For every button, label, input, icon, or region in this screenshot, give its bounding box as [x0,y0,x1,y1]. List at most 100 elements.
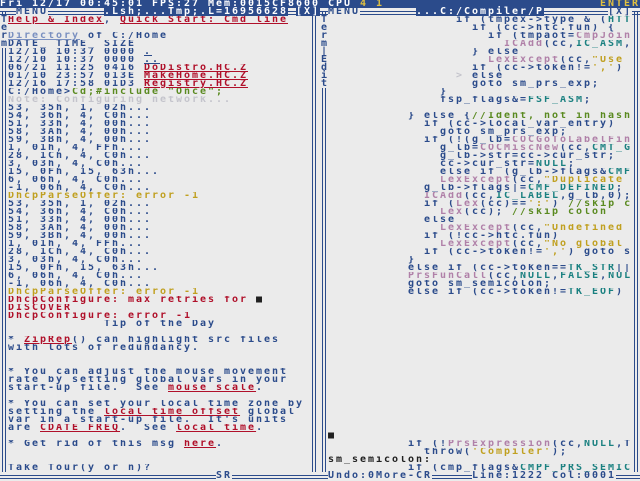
code-line: goto sm_prs_exp; [328,80,600,88]
text-segment: } [328,256,417,264]
text-segment: (cc); [464,208,513,216]
text-segment: else if (g_lb->flags& [328,168,609,176]
text-segment [328,240,440,248]
text-segment: 3, 03h, 4, C0h... [8,256,145,264]
terminal-output[interactable]: Help & Index, Quick Start: Cmd line Direc… [8,16,312,472]
link[interactable]: local_time_offset [104,408,241,416]
text-segment: 1, 01h, 4, FFh... [8,144,145,152]
code-line: if (cmp_flags&CMPF_PRS_SEMIC [328,464,632,472]
link[interactable]: Quick Start: Cmd line [120,16,289,24]
text-segment: (cc, [552,440,585,448]
code-line: LexExcept(cc,"Use [328,56,624,64]
code-line: else [328,216,456,224]
code-editor[interactable]: if (tmpex->type & (HTT if (cc->htc.fun) … [328,16,632,472]
code-line: g_lb->flags|=CMF_DEFINED; [328,184,624,192]
text-segment: Tip of the Day [8,320,217,328]
text-segment: Cd;#include "Once"; [72,88,225,96]
output-line: 51, 33h, 4, 00h... [8,216,152,224]
text-segment: , [104,16,121,24]
output-line: 01/10 23:57 013E MakeHome.HC.Z [8,72,248,80]
text-segment: 12/10 10:37 0000 [8,56,145,64]
side-label[interactable]: Term|Edit [320,14,328,89]
text-segment: //skip c [568,200,632,208]
link[interactable]: ZipRep [24,336,73,344]
link[interactable]: Help & Index [8,16,105,24]
text-segment: 12/16 17:58 01D3 [8,80,145,88]
text-segment: g_lb->str=cc->cur_str; [328,152,617,160]
code-line: sm_semicolon: [328,456,432,464]
text-segment: //skip colon [512,208,609,216]
text-segment: ; [584,96,593,104]
text-segment: NULL [520,272,553,280]
text-segment: if ( [328,200,457,208]
output-line: 15, 0Fh, 15, 63h... [8,168,160,176]
text-segment [328,224,440,232]
text-segment: else if (cc->token== [328,264,569,272]
window-title: .Lsh;...Tmp;.L=16956628 [104,6,289,17]
text-segment: 51, 33h, 4, 00h... [8,216,153,224]
text-segment: (cc)== [480,200,529,208]
link[interactable]: mouse scale [168,384,257,392]
code-line: if (cc->local_var_entry) [328,120,616,128]
text-segment: PrsExpression [448,440,553,448]
text-segment [328,176,440,184]
link[interactable]: . [144,48,153,56]
text-segment: FSF_ASM [528,96,585,104]
link[interactable]: .. [144,56,161,64]
output-line: Take Tour(y or n)? [8,464,152,472]
text-segment: 1, 01h, 4, FFh... [8,240,145,248]
text-segment: ; [568,160,577,168]
text-segment: CMF [608,168,632,176]
text-segment [328,56,488,64]
link[interactable]: DoDistro.HC.Z [144,64,249,72]
text-segment: . [216,440,225,448]
text-segment: 58, 3Ah, 4, 00h... [8,128,153,136]
close-button[interactable]: [X] [608,6,633,17]
output-line: Help & Index, Quick Start: Cmd line [8,16,288,24]
code-line: if (cc->htc.fun) { [328,24,616,32]
close-button[interactable]: [X] [296,6,321,17]
text-segment [328,208,440,216]
link[interactable]: CDATE_FREQ [40,424,121,432]
code-line: Lex(cc); //skip colon [328,208,608,216]
output-line: DATE_ TIME_ SIZE [8,40,136,48]
text-segment: are [8,424,41,432]
output-line: 06/21 11:25 0416 DoDistro.HC.Z [8,64,248,72]
output-line: 1, 01h, 4, FFh... [8,144,144,152]
menu-button[interactable]: MENU [328,6,361,17]
link[interactable]: local time [176,424,257,432]
text-segment: 12/10 10:37 0000 [8,48,145,56]
menu-button[interactable]: MENU [16,6,49,17]
text-segment: goto sm_semicolon; [328,280,553,288]
output-line: 6, 06h, 4, C0h... [8,272,144,280]
text-segment: if (cc->token!= [328,248,545,256]
output-line: * Get rid of this msg here. [8,440,224,448]
code-line: if (tmpaot=CmpJoin [328,32,632,40]
text-segment: } [328,88,449,96]
text-segment: . [256,384,265,392]
side-label[interactable]: Term [0,14,8,49]
text-segment: 59, 3Bh, 4, 00h... [8,232,153,240]
text-segment: ICAdd [424,192,465,200]
text-segment: COCGoToLabelFin [512,136,632,144]
text-segment: if (! [328,440,449,448]
editor-window: MENU ...C:/Compiler/P [X] Undo:0More-CR … [320,6,640,481]
link[interactable]: here [184,440,217,448]
text-segment: FALSE [560,272,601,280]
link[interactable]: Directory [8,32,81,40]
output-line: C:/Home>Cd;#include "Once"; [8,88,224,96]
link[interactable]: MakeHome.HC.Z [144,72,249,80]
status-text: Fri 12/17 00:45:01 FPS:27 Mem:0015CF8600… [0,0,361,9]
text-segment: DhcpConfigure: error -1 [8,312,193,320]
text-segment: 51, 33h, 4, 00h... [8,120,153,128]
output-line: DhcpConfigure: error -1 [8,312,192,320]
text-segment: COCMiscNew [480,144,561,152]
link[interactable]: Registry.HC.Z [144,80,249,88]
output-line: 59, 3Bh, 4, 00h... [8,136,152,144]
output-line: setting the local_time_offset global [8,408,296,416]
text-segment: ) goto s [568,248,632,256]
output-line: 59, 3Bh, 4, 00h... [8,232,152,240]
text-segment: 'Compiler' [472,448,553,456]
code-line: if (!(g_lb=COCGoToLabelFin [328,136,632,144]
scroll-indicator: SR [216,470,233,481]
